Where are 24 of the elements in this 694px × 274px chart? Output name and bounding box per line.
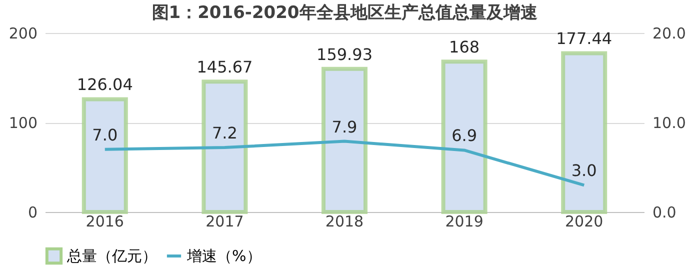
data-label: 145.67: [196, 58, 253, 77]
data-label: 6.9: [452, 126, 478, 146]
x-tick-label: 2020: [565, 212, 604, 230]
data-label: 7.0: [92, 125, 118, 144]
legend-label: 增速（%）: [186, 247, 262, 265]
data-label: 177.44: [556, 29, 612, 48]
data-label: 126.04: [76, 75, 133, 94]
data-label: 3.0: [571, 161, 597, 180]
data-label: 7.2: [212, 124, 238, 143]
y-tick-label: 100: [8, 114, 38, 132]
y2-tick-label: 0.0: [652, 204, 676, 222]
data-label: 168: [449, 38, 480, 57]
x-tick-label: 2016: [86, 212, 124, 230]
x-tick-label: 2019: [445, 212, 484, 230]
y-tick-label: 200: [8, 24, 38, 42]
y2-tick-label: 20.0: [652, 24, 686, 42]
y2-tick-label: 10.0: [652, 114, 686, 132]
x-tick-label: 2018: [325, 212, 364, 230]
legend-label: 总量（亿元）: [66, 247, 157, 265]
y-tick-label: 0: [28, 204, 38, 222]
data-label: 159.93: [316, 44, 372, 64]
x-tick-label: 2017: [206, 212, 244, 230]
data-label: 7.9: [332, 117, 358, 136]
chart-title: 图1：2016-2020年全县地区生产总值总量及增速: [152, 3, 538, 23]
